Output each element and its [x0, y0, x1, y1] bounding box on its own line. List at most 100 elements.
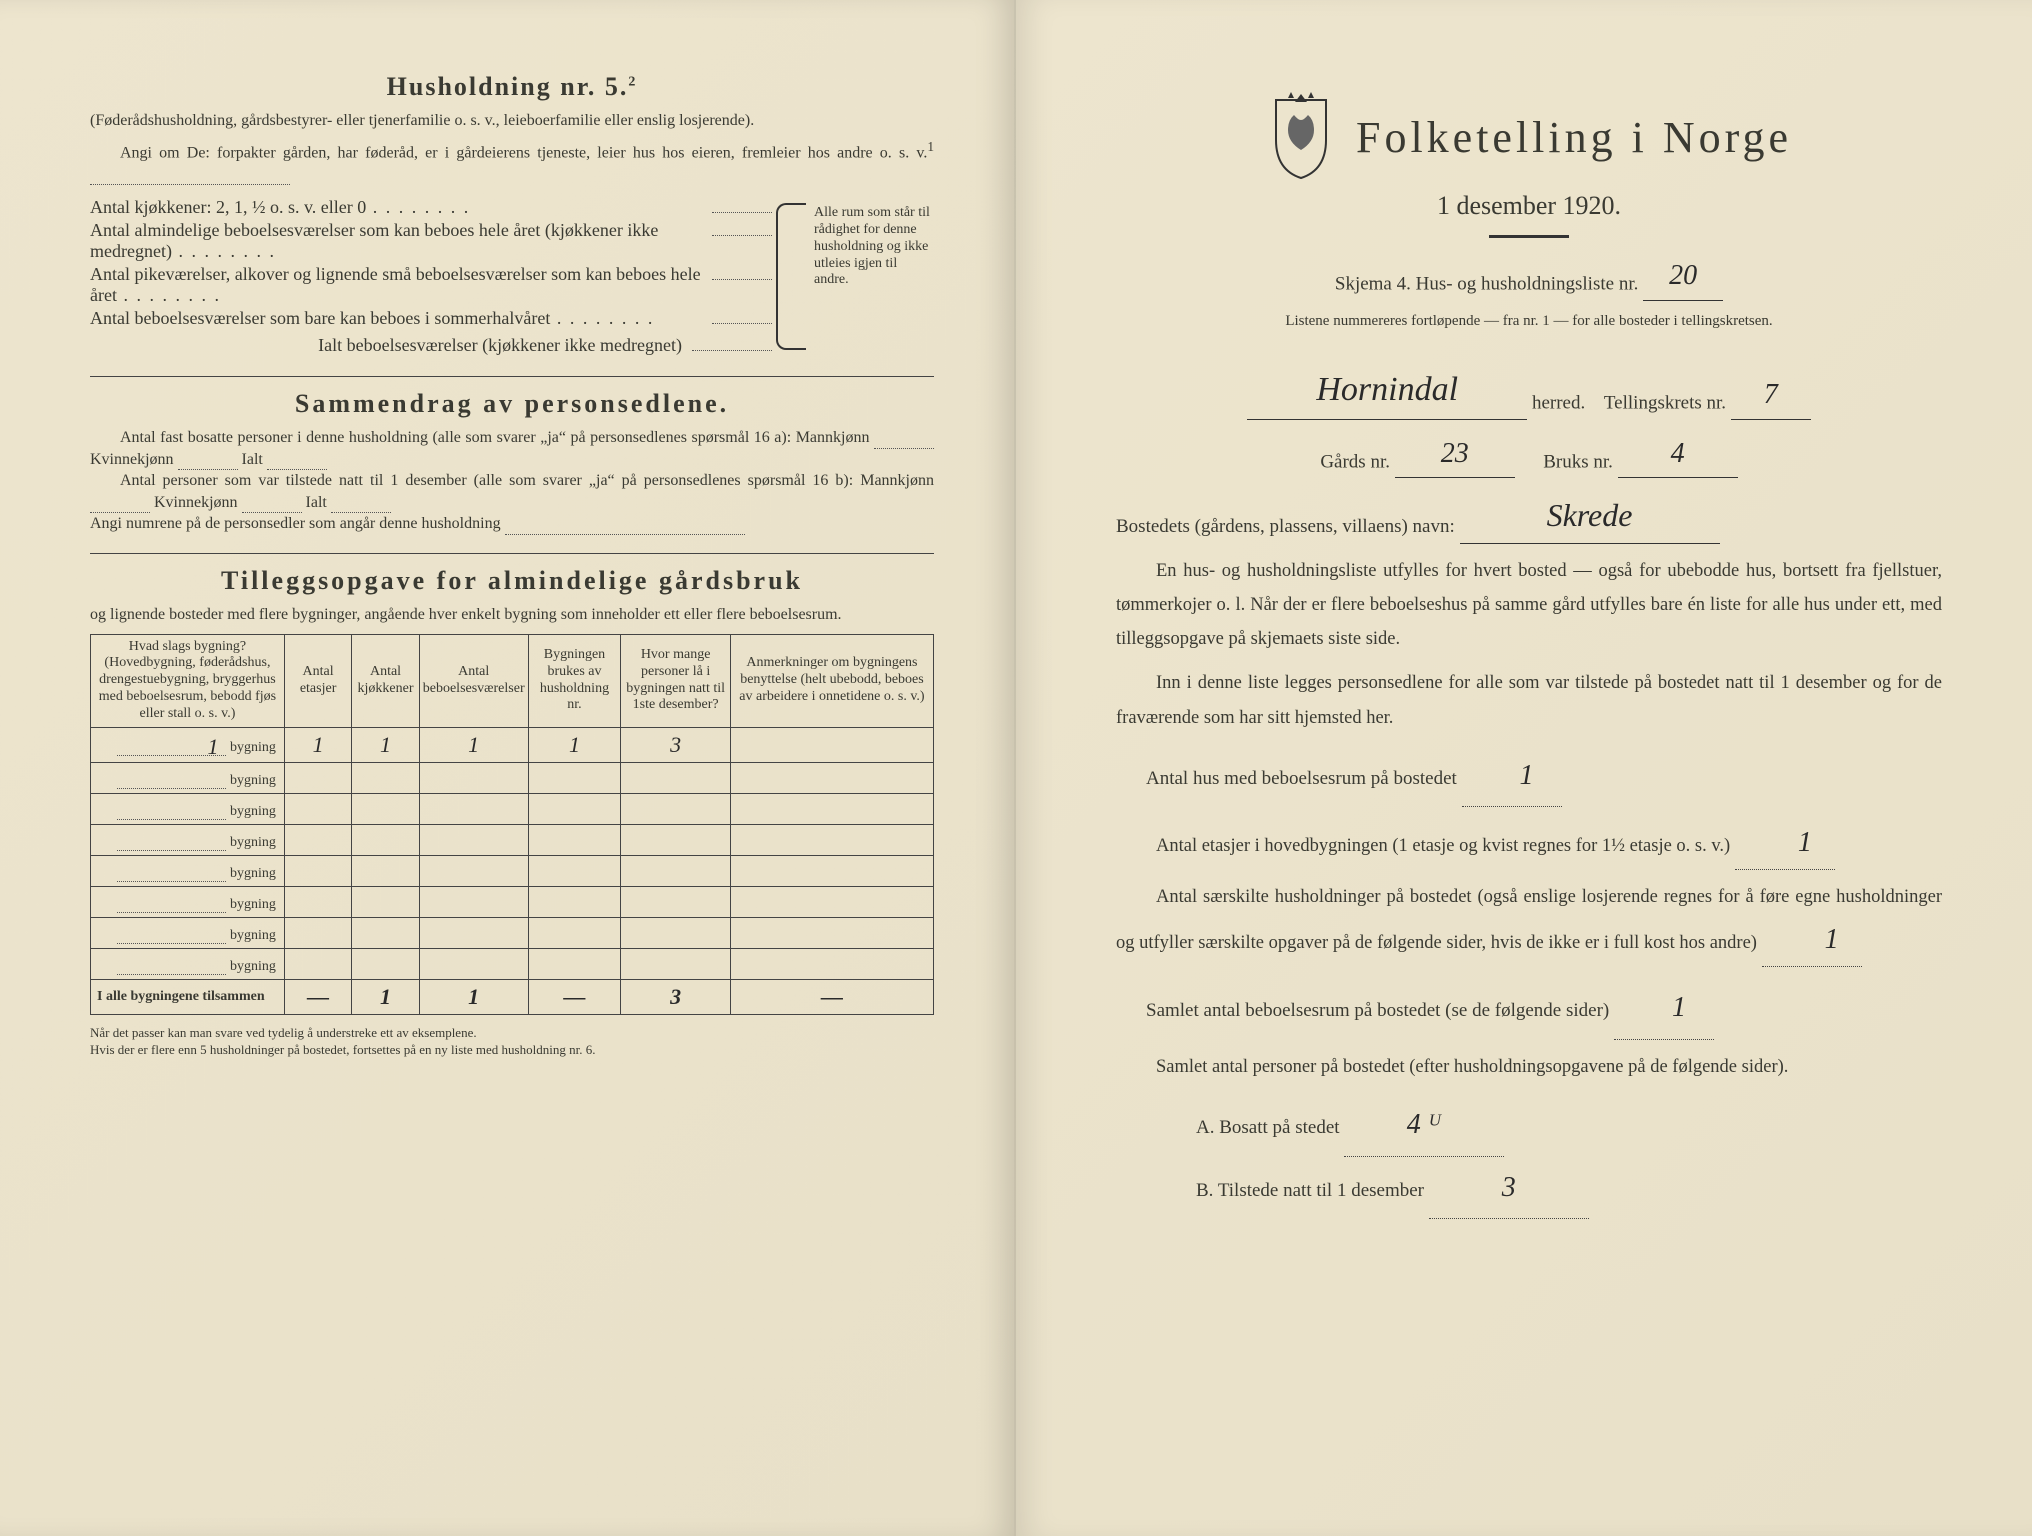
- cell: [352, 762, 419, 793]
- bracket-note: Alle rum som står til rådighet for denne…: [814, 195, 934, 358]
- ialt-label-a: Ialt: [242, 451, 263, 468]
- ialt-row: Ialt beboelsesværelser (kjøkkener ikke m…: [90, 335, 772, 356]
- total-label: I alle bygningene tilsammen: [91, 979, 285, 1014]
- cell: [419, 855, 528, 886]
- buildings-table: Hvad slags bygning? (Hovedbygning, føder…: [90, 634, 934, 1015]
- cell: [352, 948, 419, 979]
- q4-value: 1: [1614, 977, 1714, 1040]
- cell: [730, 762, 933, 793]
- total-c4: —: [528, 979, 621, 1014]
- cell: [419, 917, 528, 948]
- herred-label: herred.: [1532, 392, 1585, 413]
- table-row: bygning: [91, 855, 934, 886]
- cell: 1: [528, 727, 621, 762]
- cell: [284, 886, 351, 917]
- cell: [621, 855, 731, 886]
- bruks-nr: 4: [1618, 430, 1738, 479]
- cell: [284, 793, 351, 824]
- table-row: 1 bygning11113: [91, 727, 934, 762]
- row-bygning: 1 bygning: [91, 727, 285, 762]
- gards-line: Gårds nr. 23 Bruks nr. 4: [1116, 430, 1942, 479]
- kvinne-16b-fill: [242, 496, 302, 514]
- tillegg-heading: Tilleggsopgave for almindelige gårdsbruk: [90, 566, 934, 596]
- row-bygning: bygning: [91, 824, 285, 855]
- husholdning-sub: (Føderådshusholdning, gårdsbestyrer- ell…: [90, 110, 934, 132]
- para1-text: En hus- og husholdningsliste utfylles fo…: [1116, 554, 1942, 657]
- almbebo-row: Antal almindelige beboelsesværelser som …: [90, 220, 772, 262]
- q4-label: Samlet antal beboelsesrum på bostedet (s…: [1146, 1000, 1609, 1021]
- pikev-label: Antal pikeværelser, alkover og lignende …: [90, 264, 712, 306]
- cell: [419, 886, 528, 917]
- angi-numrene-text: Angi numrene på de personsedler som angå…: [90, 515, 501, 532]
- table-row: bygning: [91, 824, 934, 855]
- cell: [419, 948, 528, 979]
- q2-label: Antal etasjer i hovedbygningen (1 etasje…: [1156, 836, 1730, 856]
- ialt-fill: [692, 350, 772, 351]
- ialt-label: Ialt beboelsesværelser (kjøkkener ikke m…: [90, 335, 692, 356]
- qB: B. Tilstede natt til 1 desember 3: [1116, 1157, 1942, 1220]
- divider: [90, 376, 934, 377]
- th-6: Anmerkninger om bygningens benyttelse (h…: [730, 634, 933, 727]
- cell: [621, 917, 731, 948]
- qB-value: 3: [1429, 1157, 1589, 1220]
- tillegg-sub: og lignende bosteder med flere bygninger…: [90, 604, 934, 626]
- total-c5: 3: [621, 979, 731, 1014]
- th-0: Hvad slags bygning? (Hovedbygning, føder…: [91, 634, 285, 727]
- cell: [730, 886, 933, 917]
- herred-line: Hornindal herred. Tellingskrets nr. 7: [1116, 361, 1942, 420]
- qB-label: B. Tilstede natt til 1 desember: [1196, 1180, 1424, 1201]
- q1-value: 1: [1462, 745, 1562, 808]
- document-spread: Husholdning nr. 5.2 (Føderådshusholdning…: [0, 0, 2032, 1536]
- cell: 1: [419, 727, 528, 762]
- header: Folketelling i Norge: [1116, 90, 1942, 185]
- pikev-fill: [712, 279, 772, 280]
- cell: [284, 762, 351, 793]
- right-page: Folketelling i Norge 1 desember 1920. Sk…: [1016, 0, 2032, 1536]
- th-1: Antal etasjer: [284, 634, 351, 727]
- rooms-section: Antal kjøkkener: 2, 1, ½ o. s. v. eller …: [90, 195, 934, 358]
- herred-value: Hornindal: [1247, 361, 1527, 420]
- sommer-label: Antal beboelsesværelser som bare kan beb…: [90, 308, 712, 329]
- kjokken-label: Antal kjøkkener: 2, 1, ½ o. s. v. eller …: [90, 197, 712, 218]
- coat-of-arms-icon: [1266, 90, 1336, 185]
- row-bygning: bygning: [91, 855, 285, 886]
- subtitle: 1 desember 1920.: [1116, 191, 1942, 221]
- cell: [528, 886, 621, 917]
- mann-16b-fill: [90, 496, 150, 514]
- cell: [284, 855, 351, 886]
- cell: [730, 824, 933, 855]
- cell: [528, 948, 621, 979]
- q1-label: Antal hus med beboelsesrum på bostedet: [1146, 768, 1457, 789]
- ialt-16b-fill: [331, 496, 391, 514]
- listene-sub: Listene nummereres fortløpende — fra nr.…: [1116, 311, 1942, 331]
- sammendrag-16a: Antal fast bosatte personer i denne hush…: [90, 427, 934, 470]
- sammendrag-heading: Sammendrag av personsedlene.: [90, 389, 934, 419]
- sammendrag-16b: Antal personer som var tilstede natt til…: [90, 470, 934, 513]
- q5: Samlet antal personer på bostedet (efter…: [1116, 1050, 1942, 1084]
- tellingskrets-nr: 7: [1731, 371, 1811, 420]
- heading-text: Husholdning nr. 5.: [387, 72, 629, 101]
- cell: [730, 917, 933, 948]
- cell: [352, 917, 419, 948]
- th-2: Antal kjøkkener: [352, 634, 419, 727]
- th-3: Antal beboelsesværelser: [419, 634, 528, 727]
- cell: [730, 727, 933, 762]
- cell: [352, 824, 419, 855]
- heading-sup: 2: [628, 74, 637, 89]
- questions-block: Antal hus med beboelsesrum på bostedet 1…: [1116, 745, 1942, 1219]
- almbebo-label: Antal almindelige beboelsesværelser som …: [90, 220, 712, 262]
- q3: Antal særskilte husholdninger på bostede…: [1116, 880, 1942, 967]
- cell: [528, 855, 621, 886]
- total-c3: 1: [419, 979, 528, 1014]
- bruks-label: Bruks nr.: [1543, 451, 1613, 472]
- para1: En hus- og husholdningsliste utfylles fo…: [1116, 554, 1942, 657]
- table-header-row: Hvad slags bygning? (Hovedbygning, føder…: [91, 634, 934, 727]
- skjema-label: Skjema 4. Hus- og husholdningsliste nr.: [1335, 273, 1638, 294]
- skjema-line: Skjema 4. Hus- og husholdningsliste nr. …: [1116, 252, 1942, 301]
- row-bygning: bygning: [91, 762, 285, 793]
- q3-value: 1: [1762, 914, 1862, 967]
- q4: Samlet antal beboelsesrum på bostedet (s…: [1116, 977, 1942, 1040]
- main-title: Folketelling i Norge: [1356, 112, 1792, 163]
- cell: [528, 824, 621, 855]
- total-c6: —: [730, 979, 933, 1014]
